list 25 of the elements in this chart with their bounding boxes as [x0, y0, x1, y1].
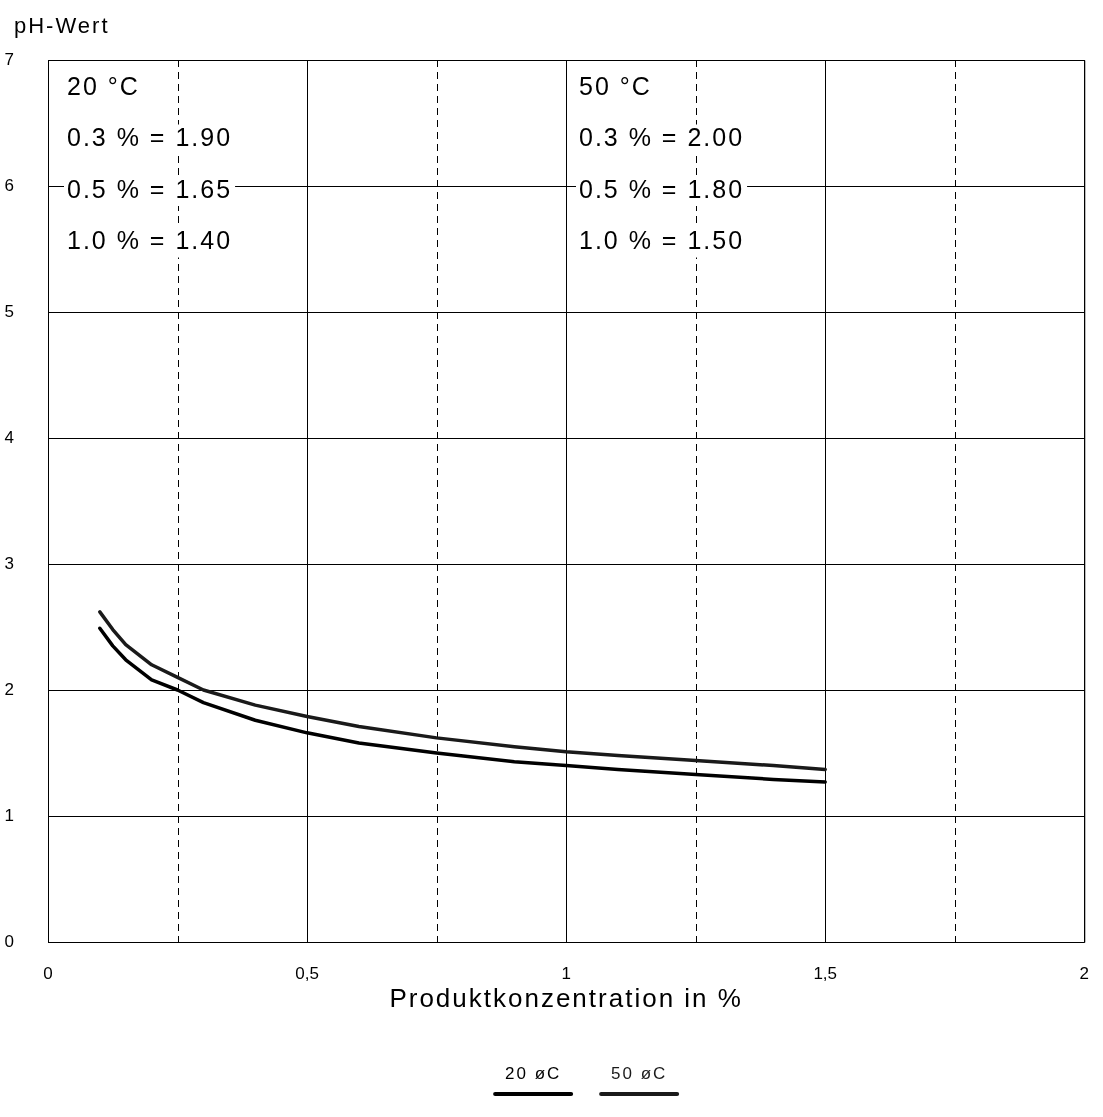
x-tick-label: 0,5: [295, 963, 319, 983]
annotation: 0.3 % = 1.90: [67, 123, 233, 152]
x-tick-label: 0: [43, 963, 53, 983]
annotation: 20 °C: [67, 71, 140, 100]
y-axis-title: pH-Wert: [14, 13, 110, 39]
y-tick-label: 7: [4, 49, 14, 69]
annotation: 0.3 % = 2.00: [579, 123, 745, 152]
y-tick-label: 3: [4, 553, 14, 573]
y-tick-label: 2: [4, 679, 14, 699]
text: 20 øC: [504, 1063, 562, 1083]
x-tick-label: 2: [1079, 963, 1090, 983]
annotation: 1.0 % = 1.50: [579, 226, 745, 255]
y-tick-label: 0: [4, 931, 14, 951]
y-tick-label: 6: [4, 175, 14, 195]
y-tick-label: 1: [4, 805, 14, 825]
annotation: 50 °C: [579, 71, 652, 100]
x-tick-label: 1: [561, 963, 571, 983]
annotation: 0.5 % = 1.80: [579, 174, 745, 203]
x-axis-title: Produktkonzentration in %: [389, 983, 743, 1014]
text: 50 øC: [610, 1063, 668, 1083]
y-tick-label: 4: [4, 427, 14, 447]
annotation: 1.0 % = 1.40: [67, 226, 233, 255]
annotation: 0.5 % = 1.65: [67, 174, 233, 203]
x-tick-label: 1,5: [813, 963, 838, 983]
y-tick-label: 5: [4, 301, 14, 321]
